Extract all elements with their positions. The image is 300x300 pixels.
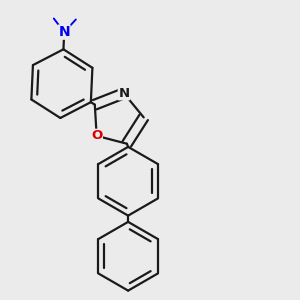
Text: N: N [58,25,70,39]
Text: O: O [91,129,102,142]
Text: N: N [118,87,129,100]
